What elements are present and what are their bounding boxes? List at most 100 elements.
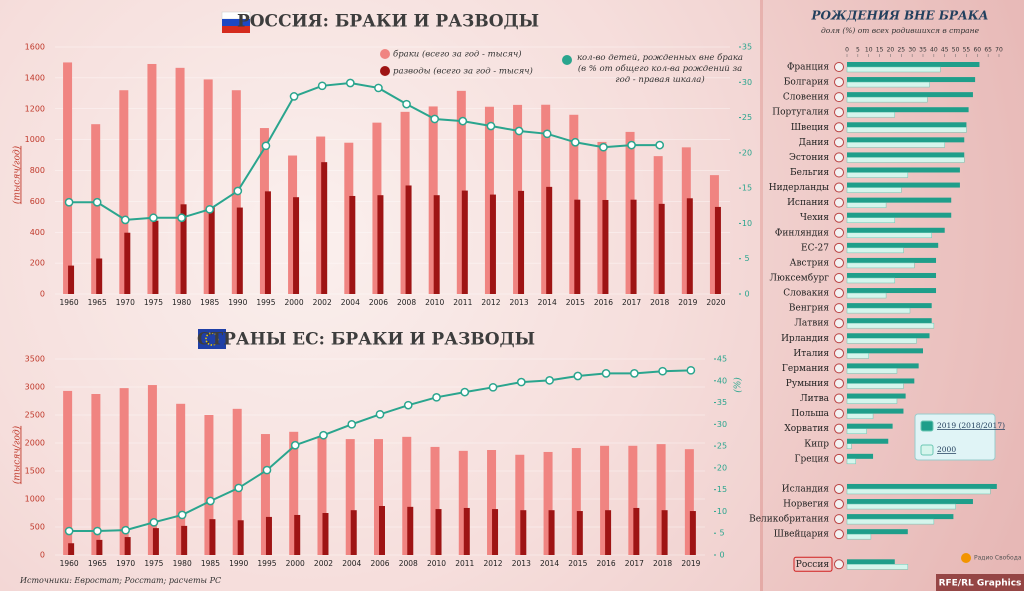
x-tick-label: 2008 [397, 298, 416, 307]
bar [846, 503, 956, 510]
bar [458, 450, 468, 555]
bar [847, 529, 908, 535]
x-tick-label: 10 [865, 47, 873, 54]
legend-swatch [562, 55, 572, 65]
bar [847, 227, 945, 233]
legend-swatch [920, 420, 934, 432]
bar [847, 107, 969, 113]
x-tick-label: 1975 [144, 559, 163, 568]
line-point [149, 517, 159, 527]
bar [656, 444, 666, 555]
category-label: Литва [800, 394, 830, 404]
line-point [486, 121, 496, 131]
x-tick-label: 2018 [653, 559, 672, 568]
bar [433, 195, 440, 294]
chart-title: РОЖДЕНИЯ ВНЕ БРАКА [810, 9, 988, 23]
line-point [542, 129, 552, 139]
bar [847, 92, 973, 98]
bar [846, 111, 896, 118]
category-label: Хорватия [784, 424, 829, 434]
category-label: Бельгия [790, 168, 829, 178]
legend-swatch [920, 444, 934, 456]
line-point [488, 382, 498, 392]
category-label: Дания [799, 138, 830, 148]
bar [571, 448, 581, 555]
bar [237, 520, 244, 555]
bar [265, 516, 272, 555]
bar [463, 507, 470, 555]
bar [846, 96, 928, 103]
bar [846, 322, 935, 329]
y2-tick-label: 0 [744, 290, 749, 299]
y2-tick-label: 15 [742, 184, 752, 193]
flag [834, 348, 844, 359]
y2-tick-label: 10 [717, 507, 727, 516]
bar [625, 131, 635, 294]
y-tick-label: 0 [40, 290, 45, 299]
bar [847, 514, 954, 520]
line-point [686, 365, 696, 375]
flag [834, 499, 844, 510]
bar [605, 510, 612, 555]
bar [316, 136, 326, 294]
bar [846, 81, 930, 88]
bar [681, 147, 691, 294]
bar [847, 438, 889, 444]
bar [456, 90, 466, 294]
line-point [205, 204, 215, 214]
bar [546, 186, 553, 294]
y2-tick-label: 35 [742, 43, 752, 52]
bar [513, 104, 523, 294]
bar [847, 559, 895, 565]
line-point [374, 83, 383, 93]
bar [176, 403, 186, 555]
bar [847, 363, 919, 369]
category-label: Словения [783, 93, 829, 103]
line-point [430, 114, 440, 124]
line-point [149, 213, 158, 223]
eu-flag [198, 329, 226, 349]
line-point [121, 525, 131, 535]
bar [846, 232, 932, 239]
bar [846, 217, 896, 223]
x-tick-label: 2012 [481, 298, 500, 307]
bar [344, 142, 354, 294]
x-tick-label: 2006 [369, 298, 388, 307]
bar [293, 197, 300, 294]
bar [484, 106, 494, 294]
bar [63, 390, 73, 555]
bar [152, 220, 159, 294]
x-tick-label: 1985 [201, 559, 220, 568]
line-point [317, 81, 327, 91]
y2-tick-label: 20 [742, 148, 752, 157]
line-point [403, 400, 413, 410]
line-point [599, 142, 608, 152]
y-tick-label: 400 [30, 228, 45, 237]
category-label: Латвия [794, 319, 829, 329]
x-tick-label: 2008 [399, 559, 418, 568]
bar [374, 439, 383, 555]
line-point [545, 375, 554, 385]
bar [147, 63, 157, 295]
y-tick-label: 2000 [25, 439, 45, 448]
bar [847, 318, 932, 324]
bar [492, 509, 499, 555]
bar [709, 175, 719, 294]
bar [846, 413, 874, 419]
x-tick-label: 55 [963, 47, 971, 54]
flag [834, 272, 844, 283]
flag [834, 303, 844, 314]
x-tick-label: 2013 [512, 559, 531, 568]
bar [321, 162, 328, 294]
flag [834, 318, 844, 329]
y-tick-label: 1000 [25, 495, 45, 504]
x-tick-label: 1990 [229, 559, 248, 568]
bar [208, 206, 215, 294]
bar [847, 408, 904, 414]
bar [846, 66, 941, 73]
flag [834, 378, 844, 389]
bar [847, 197, 952, 203]
x-tick-label: 1960 [60, 298, 79, 307]
bar [236, 207, 243, 294]
flag [834, 438, 844, 449]
